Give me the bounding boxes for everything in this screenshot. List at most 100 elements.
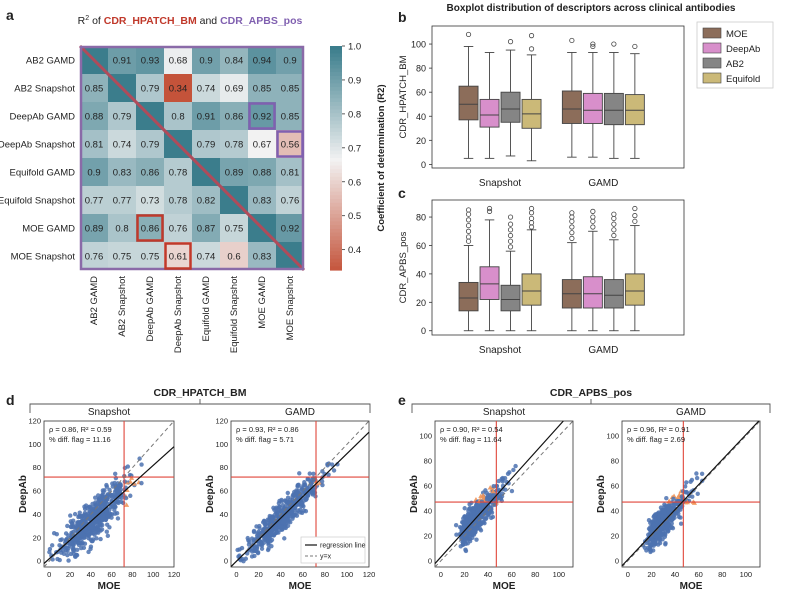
heatmap-cell	[164, 214, 192, 242]
box	[561, 90, 582, 124]
scatter-point	[107, 487, 112, 492]
scatter-point	[266, 546, 271, 551]
y-tick-label: 60	[611, 481, 619, 490]
scatter-point	[294, 510, 299, 515]
legend-label: DeepAb	[726, 44, 760, 55]
panel-label-e: e	[398, 392, 406, 408]
scatter-point	[61, 551, 67, 556]
x-tick-label: 60	[107, 570, 115, 579]
box-outlier	[569, 218, 575, 224]
x-tick-label: 80	[718, 570, 726, 579]
box-outlier	[465, 211, 472, 217]
y-tick-label: 120	[215, 417, 228, 426]
box-outlier	[611, 211, 617, 217]
colorbar-segment	[330, 191, 342, 196]
scatter-point	[55, 556, 60, 562]
heatmap-cell	[164, 158, 192, 186]
heatmap-cell	[276, 74, 304, 102]
heatmap-value: 0.91	[113, 56, 132, 67]
heatmap-cell	[192, 102, 220, 130]
heatmap-value: 0.82	[197, 196, 216, 207]
heatmap-value: 0.79	[141, 84, 160, 95]
y-tick-label: 60	[220, 487, 228, 496]
scatter-point	[263, 519, 268, 525]
colorbar-segment	[330, 49, 342, 55]
scatter-point	[100, 504, 105, 509]
box-outlier	[528, 205, 535, 212]
heatmap-value: 0.83	[253, 196, 272, 207]
scatter-point	[694, 471, 699, 476]
heatmap-cell	[136, 186, 164, 214]
colorbar-segment	[330, 128, 342, 133]
scatter-point	[90, 501, 95, 507]
heatmap-value: 0.78	[169, 196, 188, 207]
scatter-point	[104, 529, 109, 534]
colorbar-segment	[330, 161, 342, 167]
scatter-point	[269, 514, 275, 519]
scatter-point	[273, 512, 278, 517]
box-outlier	[569, 235, 575, 241]
scatter-point	[112, 507, 117, 513]
heatmap-value: 0.81	[85, 140, 104, 151]
box-outlier	[590, 43, 596, 50]
scatter-point	[652, 517, 658, 522]
heatmap-cell	[164, 242, 192, 270]
legend-label: regression line	[320, 543, 366, 550]
box	[603, 92, 624, 126]
heatmap-col-label: AB2 GAMD	[89, 276, 100, 325]
scatter-point	[472, 506, 477, 511]
heatmap-cell	[108, 130, 136, 158]
box-outlier	[465, 234, 472, 240]
scatter-point	[249, 554, 255, 559]
x-tick-label: 0	[439, 570, 443, 579]
colorbar-segment	[330, 102, 342, 107]
colorbar-segment	[330, 90, 342, 96]
heatmap-cell	[248, 186, 276, 214]
colorbar-segment	[330, 225, 342, 230]
scatter-point	[245, 535, 250, 541]
scatter-point	[97, 519, 102, 524]
scatter-point	[90, 531, 96, 536]
colorbar-segment	[330, 180, 342, 185]
group-label: GAMD	[588, 345, 618, 356]
scatter-point	[278, 527, 284, 533]
colorbar-segment	[330, 146, 342, 152]
scatter-point	[658, 505, 664, 510]
heatmap-cell	[80, 130, 108, 158]
heatmap-value: 0.8	[171, 112, 184, 123]
colorbar-segment	[330, 202, 342, 208]
box-outlier	[528, 46, 535, 52]
heatmap-value: 0.79	[141, 140, 160, 151]
legend-frame	[300, 536, 366, 564]
heatmap-cell	[248, 130, 276, 158]
heatmap-value: 0.79	[113, 112, 132, 123]
heatmap-cell	[276, 102, 304, 130]
x-tick-label: 100	[740, 570, 753, 579]
heatmap-row-label: DeepAb GAMD	[10, 112, 76, 123]
scatter-point	[657, 536, 663, 542]
scatter-point	[104, 482, 109, 488]
box-outlier	[528, 33, 535, 39]
heatmap-cell	[192, 214, 220, 242]
heatmap-value: 0.77	[85, 196, 104, 207]
scatter-point	[660, 517, 665, 523]
scatter-point	[93, 495, 98, 500]
x-tick-label: 20	[460, 570, 468, 579]
y-tick-label: 80	[611, 456, 619, 465]
heatmap-value: 0.85	[85, 84, 104, 95]
scatter-point	[477, 505, 482, 511]
scatter-point	[254, 524, 259, 529]
heatmap-value: 0.56	[281, 140, 300, 151]
scatter-point	[509, 488, 515, 494]
scatter-point	[319, 479, 325, 484]
heatmap-cell	[220, 102, 248, 130]
box-outlier	[507, 232, 514, 239]
y-tick-label: 0	[421, 160, 426, 170]
colorbar-segment	[330, 113, 342, 118]
heatmap-value: 0.85	[253, 84, 272, 95]
scatter-point	[511, 467, 516, 473]
box-outlier	[569, 210, 575, 216]
box	[582, 276, 603, 309]
heatmap-cell	[220, 158, 248, 186]
